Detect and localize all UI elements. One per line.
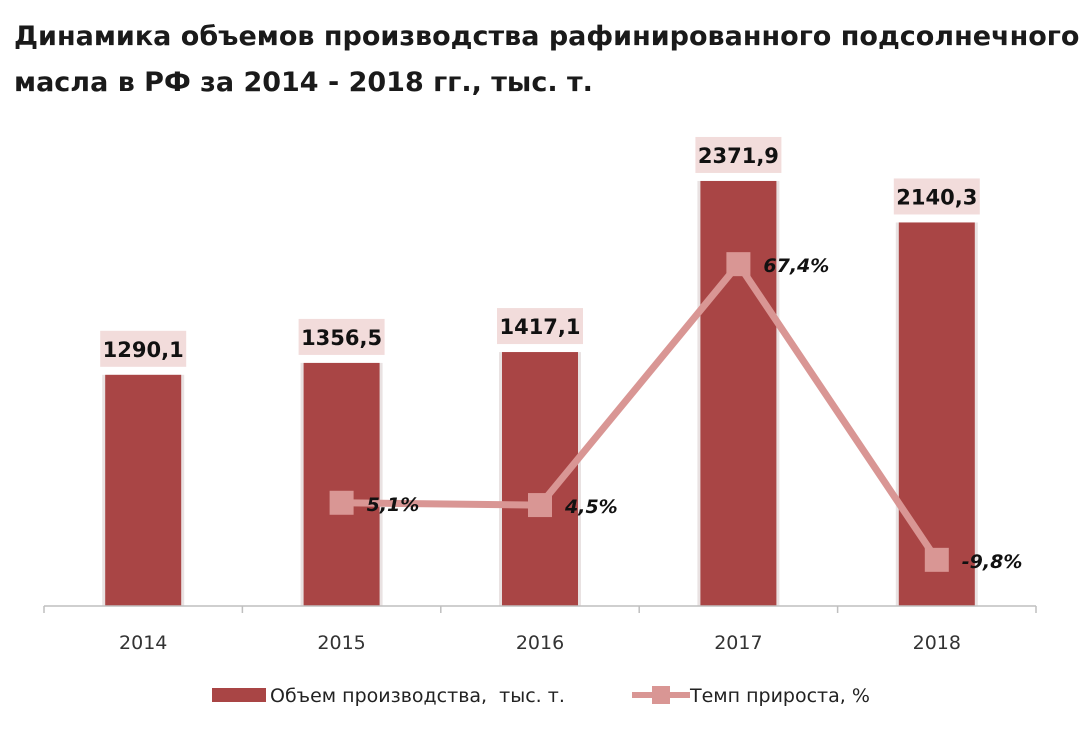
bar-label-box xyxy=(695,136,782,173)
growth-rate-label-2017: 67,4% xyxy=(763,255,829,277)
line-series-layer: 5,1% 4,5% 67,4% -9,8% xyxy=(329,252,1023,573)
bar-value-label: 1356,5 xyxy=(301,326,382,350)
growth-rate-marker-2018 xyxy=(924,547,949,572)
legend-item-bars: Объем производства, тыс. т. xyxy=(212,685,565,707)
x-tick-label-2017: 2017 xyxy=(714,632,762,654)
legend-label-line: Темп прироста, % xyxy=(689,685,870,707)
chart-title-line-2: масла в РФ за 2014 - 2018 гг., тыс. т. xyxy=(14,67,593,98)
x-tick-label-2016: 2016 xyxy=(516,632,564,654)
bar-label-2018: 2140,3 xyxy=(893,178,980,215)
growth-rate-label-2015: 5,1% xyxy=(367,494,420,516)
bar-label-box xyxy=(298,318,385,355)
bar-label-2015: 1356,5 xyxy=(298,318,385,355)
bar-2014 xyxy=(105,374,182,606)
x-axis-ticks: 2014 2015 2016 2017 2018 xyxy=(43,606,1037,654)
growth-rate-marker-2015 xyxy=(329,490,354,515)
legend-swatch-marker xyxy=(652,686,670,704)
bar-label-2017: 2371,9 xyxy=(695,136,782,173)
bar-label-box xyxy=(100,330,187,367)
growth-rate-label-2016: 4,5% xyxy=(564,496,618,518)
legend-label-bars: Объем производства, тыс. т. xyxy=(270,685,565,707)
bar-2017 xyxy=(700,180,777,607)
chart-title-line-1: Динамика объемов производства рафинирова… xyxy=(14,21,1080,52)
growth-rate-line xyxy=(341,260,940,562)
bar-label-box xyxy=(893,178,980,215)
growth-rate-label-2018: -9,8% xyxy=(962,551,1023,573)
bar-label-2016: 1417,1 xyxy=(497,308,583,345)
bar-value-label: 1417,1 xyxy=(499,315,580,339)
chart-title: Динамика объемов производства рафинирова… xyxy=(14,14,1080,106)
legend-item-line: Темп прироста, % xyxy=(632,685,870,707)
bar-value-label: 2140,3 xyxy=(896,185,977,209)
x-tick-label-2015: 2015 xyxy=(317,632,365,654)
bar-label-box xyxy=(497,308,583,345)
legend: Объем производства, тыс. т. Темп прироста… xyxy=(212,685,870,707)
bar-labels-layer: 1290,1 1356,5 1417,1 2371,9 2140,3 xyxy=(100,136,980,367)
bar-value-label: 2371,9 xyxy=(698,144,779,168)
bar-2016 xyxy=(502,352,578,606)
bar-2015 xyxy=(303,362,380,606)
bar-value-label: 1290,1 xyxy=(103,338,184,362)
legend-swatch-bar xyxy=(212,688,266,702)
growth-rate-marker-2017 xyxy=(726,252,751,277)
x-tick-label-2018: 2018 xyxy=(913,632,961,654)
x-tick-label-2014: 2014 xyxy=(119,632,167,654)
growth-rate-marker-2016 xyxy=(528,493,552,518)
bar-label-2014: 1290,1 xyxy=(100,330,187,367)
bar-2018 xyxy=(898,222,975,606)
bars-layer xyxy=(102,180,978,607)
